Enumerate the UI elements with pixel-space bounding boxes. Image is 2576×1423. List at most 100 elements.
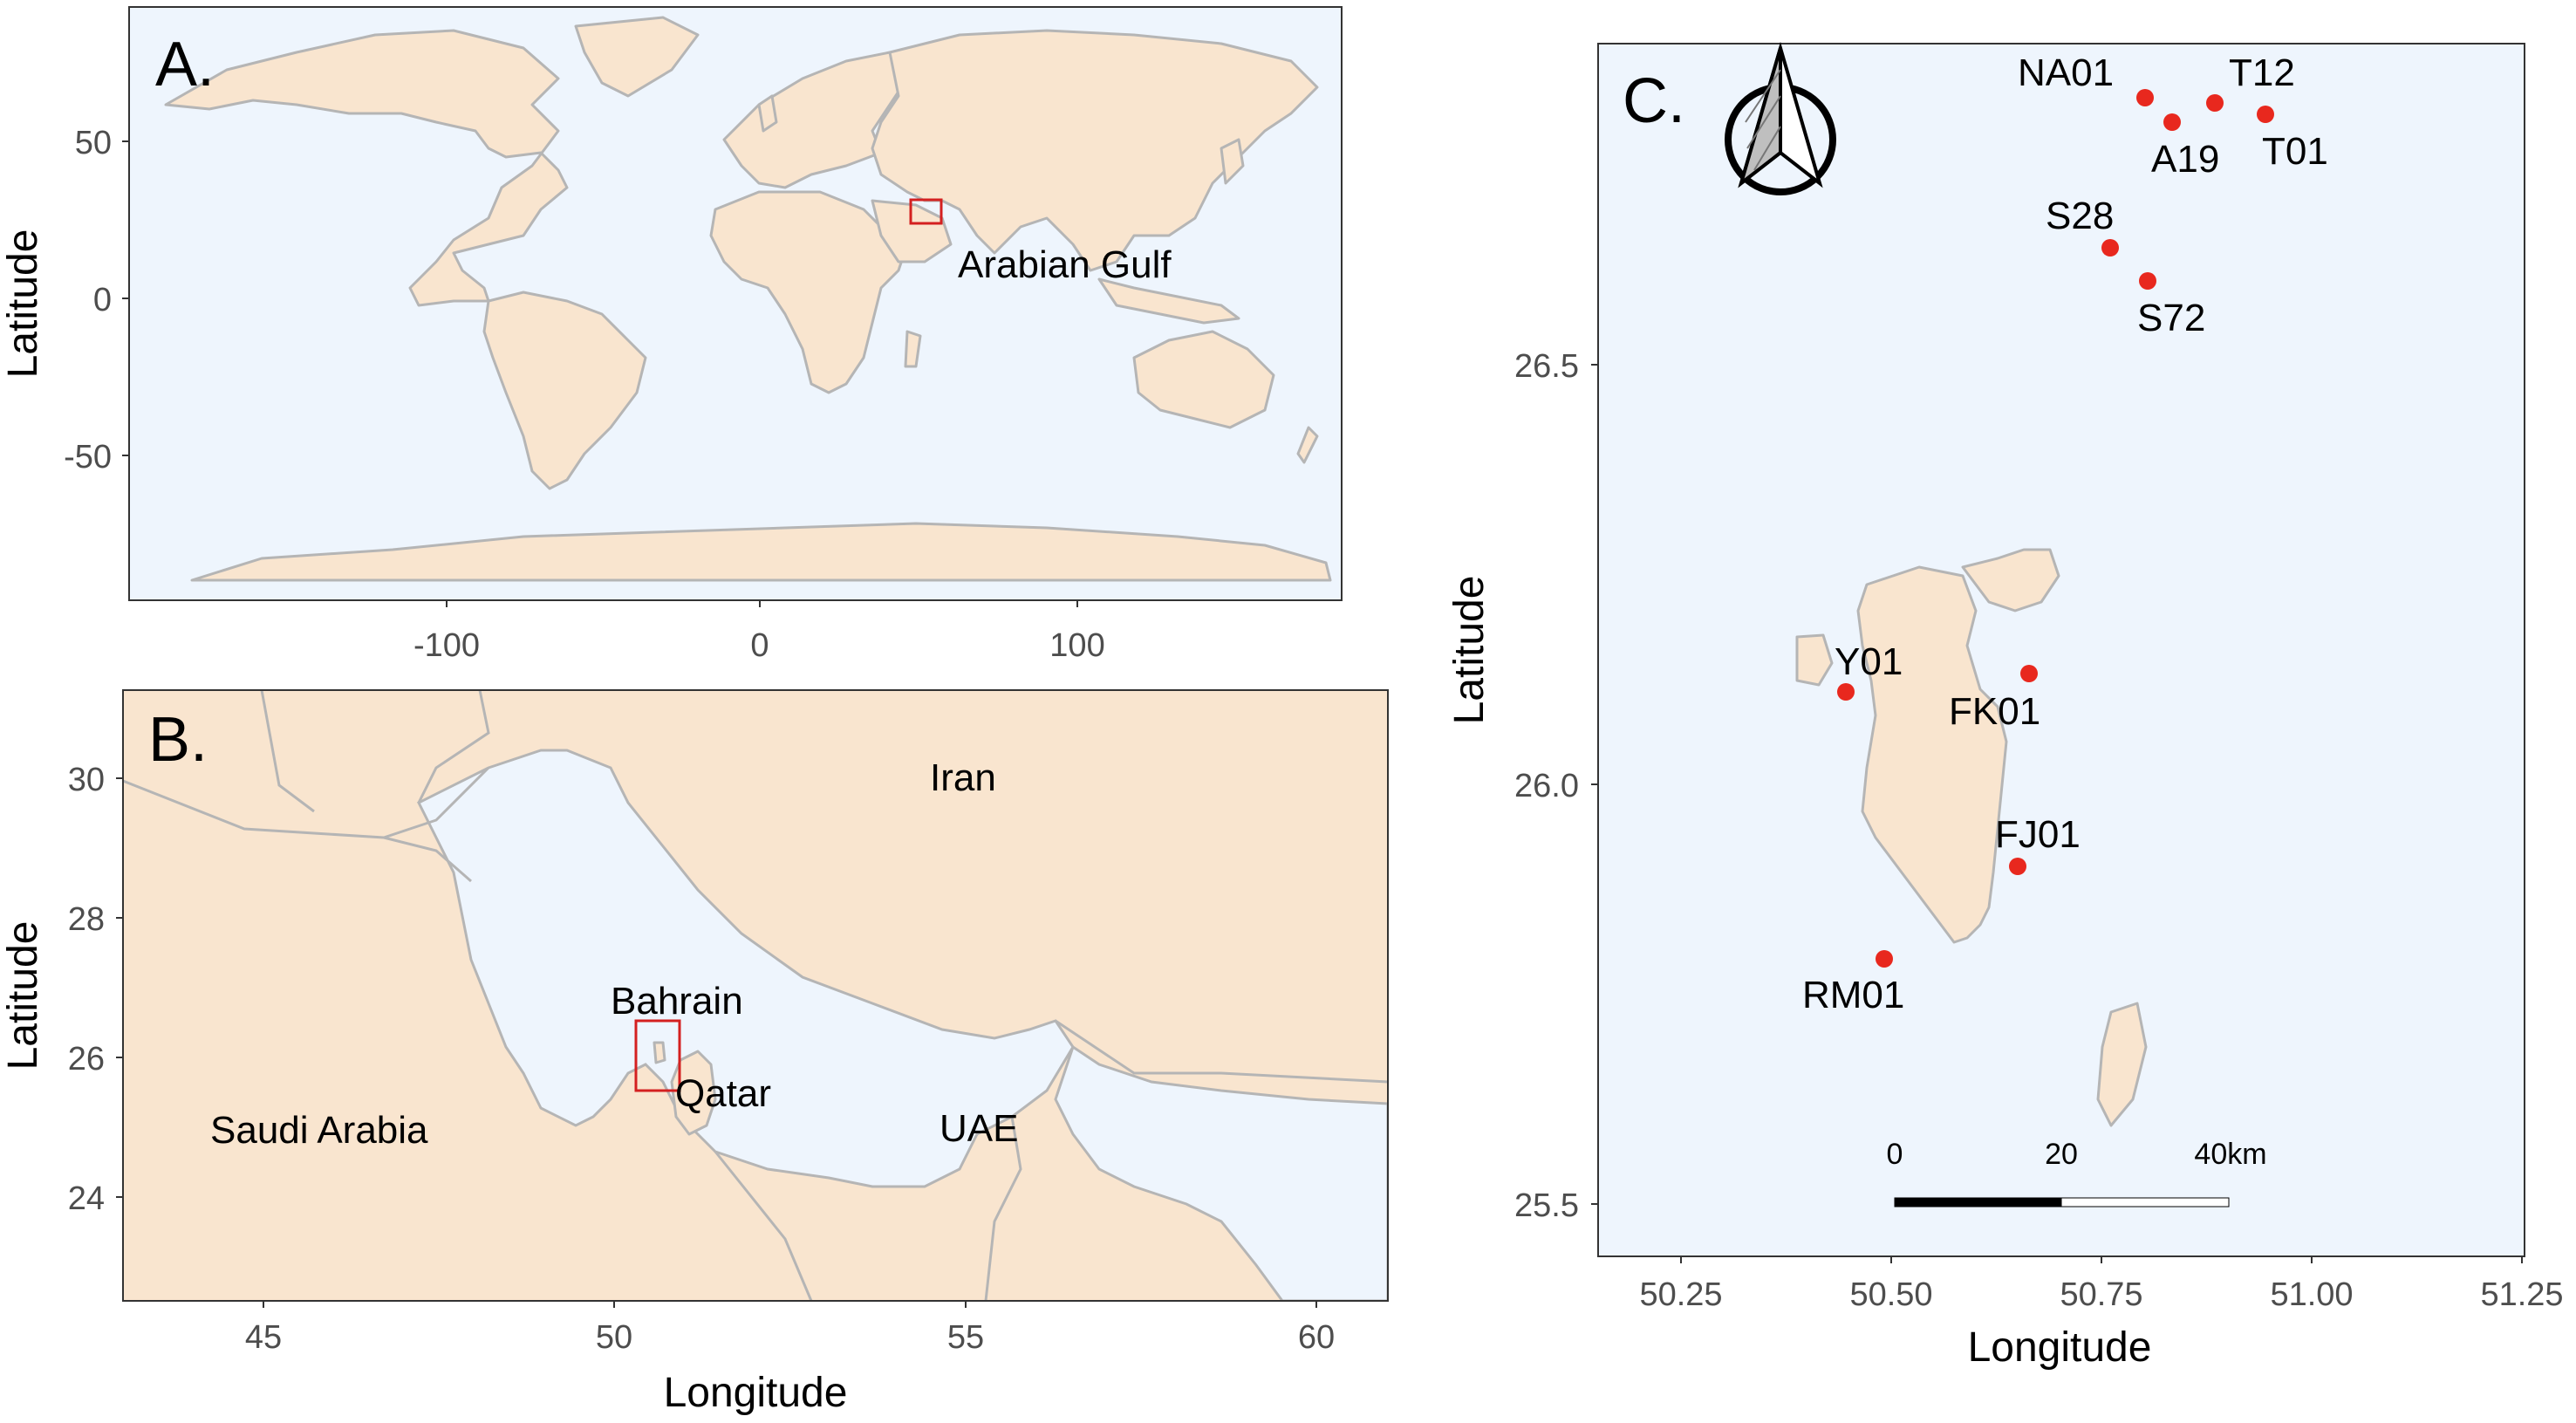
panel-b-ylabel: Latitude (0, 921, 46, 1071)
greenland-shape (574, 16, 700, 98)
hawar-islands-shape (2096, 1002, 2148, 1127)
scale-bar-label-20: 20 (2045, 1138, 2078, 1171)
panel-b-ytick-28: 28 (68, 901, 105, 938)
station-label-t12: T12 (2229, 51, 2295, 94)
panel-c-xtick-50-75: 50.75 (2060, 1276, 2142, 1313)
madagascar-shape (904, 330, 922, 368)
station-label-fk01: FK01 (1949, 690, 2040, 733)
scale-bar-label-0: 0 (1887, 1138, 1903, 1171)
south-america-shape (482, 291, 647, 490)
qatar-shape (670, 1050, 717, 1136)
station-marker-t12[interactable] (2206, 94, 2224, 112)
panel-a: Arabian Gulf A. Latitude 50 0 -50 -100 0… (0, 6, 1343, 664)
border-syria (260, 690, 315, 813)
panel-c-frame (1597, 43, 2525, 1257)
station-marker-na01[interactable] (2136, 89, 2154, 106)
stations (1837, 89, 2274, 968)
border-iran-pakistan (1055, 1019, 1388, 1084)
panel-b-xtick-45: 45 (245, 1319, 282, 1356)
arabian-gulf-box (909, 198, 943, 225)
panel-a-xtick-0: 0 (750, 627, 769, 664)
border-iran-iraq (417, 690, 490, 804)
station-marker-y01[interactable] (1837, 683, 1855, 701)
station-label-a19: A19 (2151, 138, 2219, 181)
station-label-na01: NA01 (2018, 51, 2114, 94)
panel-a-xtick-minus100: -100 (413, 627, 480, 664)
panel-a-ytick-minus50: -50 (64, 439, 112, 475)
panel-c-ylabel: Latitude (1446, 576, 1493, 725)
panel-c-xtick-51-25: 51.25 (2480, 1276, 2563, 1313)
new-zealand-shape (1296, 426, 1319, 464)
uae-label: UAE (940, 1107, 1018, 1150)
station-marker-s28[interactable] (2101, 239, 2119, 257)
station-marker-s72[interactable] (2139, 272, 2156, 290)
panel-c-xtick-50-25: 50.25 (1639, 1276, 1722, 1313)
station-label-s28: S28 (2046, 195, 2114, 237)
panel-b-xtick-55: 55 (947, 1319, 984, 1356)
panel-c: C. NA01 T12 A19 T01 S (1446, 41, 2564, 1371)
panel-b-xlabel: Longitude (664, 1370, 848, 1416)
border-saudi-uae (714, 1151, 813, 1301)
panel-c-xtick-50-50: 50.50 (1849, 1276, 1932, 1313)
panel-c-xtick-51-00: 51.00 (2270, 1276, 2353, 1313)
australia-shape (1132, 330, 1275, 429)
arabia-shape (871, 199, 953, 263)
scale-bar-black-segment (1894, 1197, 2062, 1207)
saudi-arabia-label: Saudi Arabia (210, 1109, 428, 1152)
gulf-water-shape (416, 749, 1075, 1188)
station-marker-fk01[interactable] (2020, 665, 2038, 682)
station-marker-a19[interactable] (2163, 113, 2181, 131)
country-borders (123, 690, 1388, 1301)
bahrain-island-shape (1856, 565, 2008, 944)
muharraq-shape (1961, 548, 2060, 612)
north-america-shape (164, 29, 569, 307)
africa-shape (709, 190, 909, 394)
asia-shape (871, 29, 1319, 272)
station-marker-t01[interactable] (2257, 106, 2274, 123)
scale-bar: 0 20 40km (1887, 1138, 2267, 1207)
gulf-of-oman-shape (1054, 1044, 1388, 1301)
panel-a-frame (128, 6, 1343, 601)
bahrain-label: Bahrain (611, 980, 743, 1023)
uk-shape (757, 94, 778, 133)
panel-c-label: C. (1623, 66, 1685, 136)
antarctica-shape (190, 522, 1332, 582)
panel-a-ylabel: Latitude (0, 229, 46, 379)
border-kuwait (383, 836, 472, 883)
panel-c-xlabel: Longitude (1968, 1324, 2152, 1371)
scale-bar-label-40km: 40km (2194, 1138, 2266, 1171)
border-uae-oman (984, 1116, 1022, 1301)
panel-b-ytick-30: 30 (68, 762, 105, 798)
panel-b-frame (122, 689, 1389, 1302)
indonesia-shape (1097, 277, 1240, 325)
panel-b-xtick-60: 60 (1298, 1319, 1335, 1356)
bahrain-shape (653, 1041, 666, 1064)
arabian-gulf-label: Arabian Gulf (958, 243, 1172, 286)
bahrain-box (634, 1019, 681, 1092)
north-arrow-icon (1725, 41, 1836, 195)
station-marker-rm01[interactable] (1876, 950, 1893, 968)
iran-label: Iran (930, 756, 996, 799)
panel-a-label: A. (155, 30, 215, 99)
japan-shape (1220, 138, 1245, 185)
station-marker-fj01[interactable] (2009, 858, 2026, 875)
station-label-t01: T01 (2262, 130, 2328, 173)
panel-c-ytick-26-5: 26.5 (1514, 348, 1579, 385)
panel-c-ytick-25-5: 25.5 (1514, 1187, 1579, 1224)
panel-b-xtick-50: 50 (596, 1319, 632, 1356)
qatar-label: Qatar (675, 1072, 771, 1115)
panel-b-ytick-26: 26 (68, 1041, 105, 1078)
panel-c-sea (1598, 44, 2525, 1256)
station-label-s72: S72 (2137, 297, 2205, 339)
panel-c-ytick-26-0: 26.0 (1514, 768, 1579, 804)
panel-b-ytick-24: 24 (68, 1180, 105, 1217)
panel-a-ytick-50: 50 (75, 125, 112, 161)
umm-an-nasan-shape (1795, 633, 1834, 687)
station-label-y01: Y01 (1835, 640, 1903, 683)
scale-bar-white-segment (2060, 1197, 2230, 1207)
europe-shape (722, 51, 909, 189)
panel-a-xtick-100: 100 (1049, 627, 1104, 664)
station-label-rm01: RM01 (1802, 974, 1904, 1016)
world-land (164, 16, 1332, 582)
